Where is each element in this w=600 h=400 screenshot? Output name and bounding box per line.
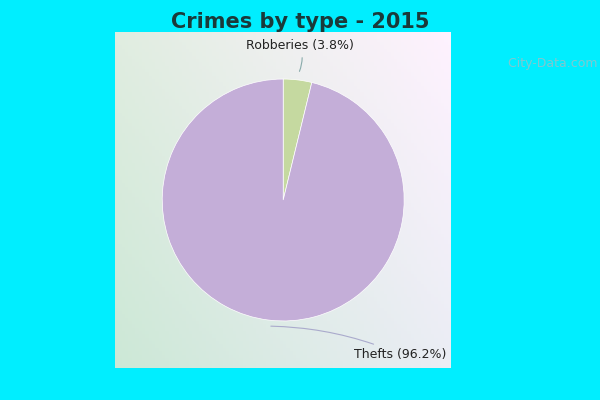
- Text: Crimes by type - 2015: Crimes by type - 2015: [171, 12, 429, 32]
- Wedge shape: [283, 79, 312, 200]
- Text: City-Data.com: City-Data.com: [504, 58, 598, 70]
- Text: Robberies (3.8%): Robberies (3.8%): [246, 39, 354, 71]
- Text: Thefts (96.2%): Thefts (96.2%): [271, 326, 446, 361]
- Wedge shape: [162, 79, 404, 321]
